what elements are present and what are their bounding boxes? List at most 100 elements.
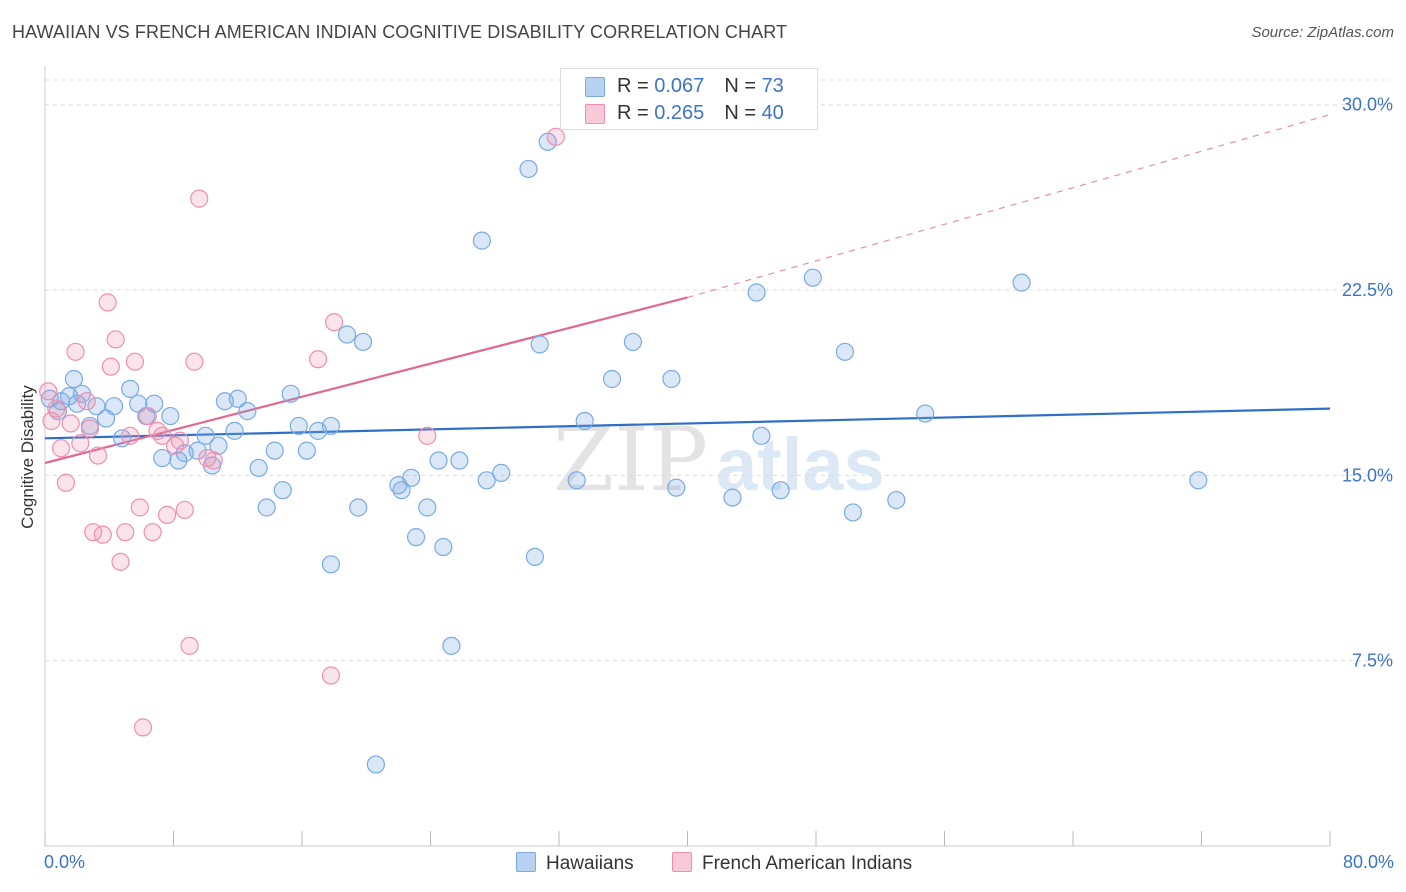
hawaiians-point (196, 426, 215, 445)
hawaiians-point (265, 441, 284, 460)
french-american-indians-point (80, 419, 100, 438)
french-american-indians-point (180, 636, 199, 655)
hawaiians-point (273, 481, 292, 500)
x-tick-label-min: 0.0% (44, 852, 86, 872)
hawaiians-legend-swatch (516, 852, 536, 872)
french-american-indians-point (61, 414, 80, 433)
hawaiians-point (434, 537, 453, 557)
hawaiians-point (87, 397, 106, 416)
hawaiians-point (228, 389, 247, 408)
hawaiians-point (429, 451, 448, 470)
french-american-indians-point (88, 446, 108, 465)
french-american-indians-swatch (585, 104, 605, 124)
hawaiians-point (530, 335, 549, 354)
n-value: 73 (761, 75, 784, 97)
n-label: N = (724, 75, 762, 97)
y-tick-label: 22.5% (1342, 280, 1393, 300)
axes (44, 66, 1331, 847)
grid-lines (45, 79, 1390, 662)
hawaiians-point (575, 411, 594, 431)
legend-item-hawaiians: Hawaiians (516, 852, 634, 875)
hawaiians-point (667, 478, 686, 497)
hawaiians-point (442, 636, 461, 655)
french-american-indians-point (185, 352, 204, 371)
hawaiians-point (249, 458, 268, 478)
stats-text: R = 0.067 N = 73 (617, 75, 784, 98)
french-american-indians-point (325, 313, 344, 332)
data-points (39, 127, 1208, 774)
hawaiians-point (64, 369, 84, 389)
hawaiians-point (472, 231, 491, 250)
hawaiians-point (349, 498, 368, 517)
hawaiians-point (1012, 273, 1031, 292)
french-american-indians-trend-line (44, 296, 688, 465)
french-american-indians-point (66, 342, 85, 361)
french-american-indians-point (93, 525, 112, 544)
hawaiians-point (257, 498, 276, 517)
french-american-indians-point (39, 382, 58, 401)
r-value: 0.265 (654, 102, 705, 124)
hawaiians-swatch (585, 77, 605, 97)
legend-item-french-american-indians: French American Indians (672, 852, 912, 875)
hawaiians-point (161, 406, 180, 426)
french-american-indians-point (546, 127, 565, 146)
hawaiians-point (525, 547, 545, 566)
hawaiians-point (402, 468, 421, 487)
hawaiians-point (567, 471, 586, 490)
y-tick-label: 15.0% (1342, 465, 1393, 485)
hawaiians-point (723, 488, 742, 507)
hawaiians-point (188, 441, 207, 460)
french-american-indians-point (153, 426, 172, 445)
hawaiians-point (662, 369, 681, 389)
hawaiians-point (289, 416, 308, 436)
y-tick-labels: 7.5% 15.0% 22.5% 30.0% (1342, 95, 1393, 671)
legend-label: Hawaiians (546, 853, 634, 874)
french-american-indians-point (204, 451, 223, 470)
hawaiians-point (104, 397, 124, 416)
french-american-indians-point (98, 293, 117, 312)
stats-legend: R = 0.067 N = 73 R = 0.265 N = 40 (560, 68, 818, 130)
french-american-indians-point (308, 350, 328, 369)
french-american-indians-point (47, 399, 66, 418)
hawaiians-point (225, 421, 244, 440)
hawaiians-point (747, 283, 766, 302)
french-american-indians-point (190, 189, 209, 208)
french-american-indians-point (321, 666, 341, 685)
french-american-indians-point (130, 498, 149, 517)
hawaiians-point (519, 159, 538, 179)
hawaiians-point (492, 463, 511, 482)
stats-text: R = 0.265 N = 40 (617, 102, 784, 125)
r-value: 0.067 (654, 75, 705, 97)
hawaiians-point (121, 379, 140, 398)
legend-label: French American Indians (702, 853, 913, 874)
hawaiians-point (1189, 471, 1208, 490)
hawaiians-point (835, 342, 855, 361)
watermark-atlas: atlas (716, 423, 885, 506)
trend-lines (44, 114, 1331, 465)
french-american-indians-point (170, 431, 190, 450)
french-american-indians-trend-extension (687, 114, 1331, 299)
chart-title: HAWAIIAN VS FRENCH AMERICAN INDIAN COGNI… (12, 22, 788, 42)
y-tick-label: 7.5% (1352, 651, 1393, 671)
hawaiians-point (353, 332, 373, 352)
hawaiians-point (752, 426, 771, 445)
hawaiians-point (169, 451, 188, 470)
hawaiians-point (887, 490, 906, 510)
hawaiians-point (321, 416, 341, 436)
source-label: Source: ZipAtlas.com (1251, 24, 1394, 41)
french-american-indians-point (116, 523, 135, 542)
french-american-indians-point (133, 718, 153, 737)
french-american-indians-point (111, 552, 130, 571)
n-value: 40 (761, 102, 784, 124)
hawaiians-point (418, 498, 437, 517)
hawaiians-point (623, 332, 642, 352)
french-american-indians-point (157, 505, 177, 524)
hawaiians-point (406, 528, 426, 547)
french-american-indians-point (138, 406, 157, 426)
hawaiians-point (450, 451, 469, 470)
french-american-indians-point (121, 426, 140, 445)
r-label: R = (617, 75, 655, 97)
french-american-indians-point (51, 439, 71, 458)
hawaiians-point (916, 404, 935, 423)
french-american-indians-point (71, 434, 90, 453)
